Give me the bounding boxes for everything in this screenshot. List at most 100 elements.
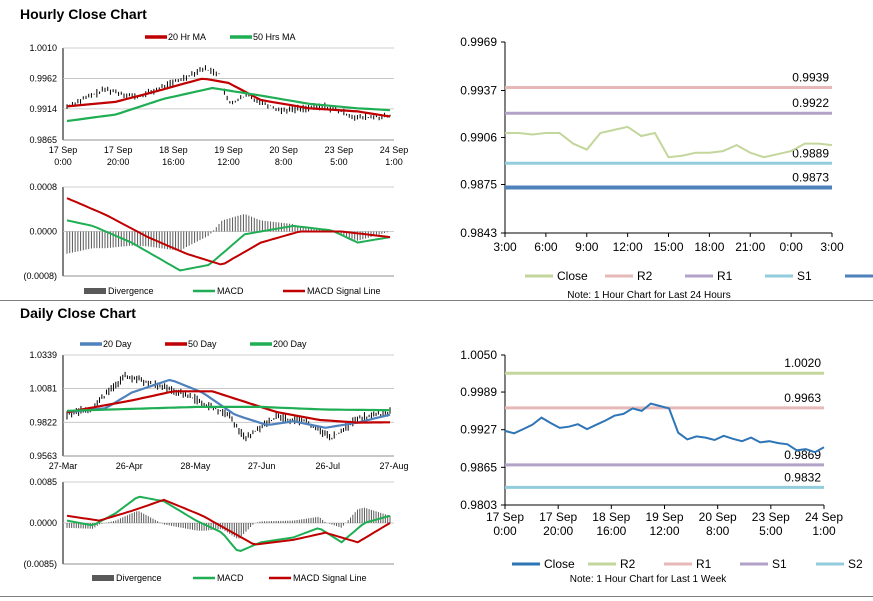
hourly-price-xtick-time: 1:00 (385, 157, 403, 167)
daily-price-ytick: 0.9563 (29, 451, 57, 461)
hourly-price-xtick-time: 0:00 (54, 157, 72, 167)
hourly-price-xtick-date: 23 Sep (325, 145, 354, 155)
daily-close-line (504, 402, 825, 454)
hourly-close-line (505, 125, 833, 159)
hourly-price-xtick-time: 8:00 (275, 157, 293, 167)
hourly-pivot-xtick: 0:00 (779, 240, 803, 254)
daily-pivot-xtick-time: 0:00 (493, 524, 517, 538)
daily-price-xtick: 26-Jul (316, 461, 341, 471)
daily-macd-legend-swatch (92, 575, 114, 581)
hourly-price-xtick-time: 16:00 (162, 157, 185, 167)
daily-pivot-legend-label: Close (544, 557, 575, 571)
daily-pivot-xtick-time: 8:00 (706, 524, 730, 538)
hourly-level-label-s2: 0.9873 (792, 171, 829, 185)
daily-macd-legend-label: MACD (217, 573, 244, 583)
hourly-macd-signal-line (66, 197, 391, 266)
daily-pivot-xtick-date: 24 Sep (805, 510, 843, 524)
hourly-pivot-ytick: 0.9937 (460, 84, 497, 98)
daily-pivot-ytick: 0.9989 (460, 385, 497, 399)
hourly-price-xtick-date: 24 Sep (380, 145, 409, 155)
hourly-price-xtick-time: 20:00 (107, 157, 130, 167)
daily-price-xtick: 28-May (180, 461, 211, 471)
daily-price-xtick: 27-Mar (49, 461, 78, 471)
daily-pivot-xtick-time: 1:00 (812, 524, 836, 538)
hourly-pivot-xtick: 3:00 (493, 240, 517, 254)
hourly-price-ytick: 0.9962 (29, 73, 57, 83)
daily-macd-ytick: 0.0085 (29, 477, 57, 487)
daily-pivot-xtick-time: 12:00 (649, 524, 679, 538)
daily-ma-line-2 (66, 405, 391, 412)
hourly-macd-legend-label: Divergence (108, 286, 154, 296)
hourly-macd-ytick: (0.0008) (23, 271, 57, 281)
daily-pivot-xtick-date: 23 Sep (752, 510, 790, 524)
daily-macd-ytick: 0.0000 (29, 518, 57, 528)
daily-pivot-xtick-date: 19 Sep (645, 510, 683, 524)
daily-macd-histogram (66, 507, 391, 539)
daily-ma-line-1 (66, 390, 390, 424)
hourly-pivot-xtick: 9:00 (575, 240, 599, 254)
hourly-pivot-note: Note: 1 Hour Chart for Last 24 Hours (567, 290, 730, 301)
daily-macd-signal-line (66, 498, 391, 546)
daily-pivot-xtick-date: 17 Sep (539, 510, 577, 524)
hourly-pivot-ytick: 0.9843 (460, 226, 497, 240)
daily-pivot-xtick-date: 18 Sep (592, 510, 630, 524)
hourly-pivot-xtick: 15:00 (653, 240, 683, 254)
daily-pivot-xtick-time: 5:00 (759, 524, 783, 538)
daily-pivot-ytick: 1.0050 (460, 348, 497, 362)
hourly-pivot-xtick: 6:00 (534, 240, 558, 254)
hourly-price-xtick-date: 20 Sep (269, 145, 298, 155)
daily-price-xtick: 26-Apr (116, 461, 143, 471)
hourly-pivot-ytick: 0.9906 (460, 131, 497, 145)
daily-pivot-note: Note: 1 Hour Chart for Last 1 Week (570, 574, 728, 585)
daily-pivot-ytick: 0.9865 (460, 460, 497, 474)
hourly-macd-legend-label: MACD Signal Line (307, 286, 381, 296)
daily-pivot-xtick-date: 20 Sep (699, 510, 737, 524)
hourly-pivot-legend-label: S1 (797, 269, 812, 283)
daily-pivot-legend-label: R2 (620, 557, 636, 571)
hourly-pivot-legend-label: R2 (637, 269, 653, 283)
hourly-level-label-r1: 0.9922 (792, 96, 829, 110)
daily-price-xtick: 27-Jun (248, 461, 276, 471)
daily-pivot-xtick-time: 16:00 (596, 524, 626, 538)
hourly-price-xtick-date: 17 Sep (104, 145, 133, 155)
hourly-ohlc-bars (66, 65, 391, 121)
hourly-pivot-xtick: 21:00 (735, 240, 765, 254)
hourly-macd-legend-swatch (84, 288, 106, 294)
daily-level-label-r1: 0.9963 (784, 391, 821, 405)
daily-price-legend-label: 20 Day (103, 339, 132, 349)
hourly-price-xtick-date: 19 Sep (214, 145, 243, 155)
daily-pivot-ytick: 0.9803 (460, 498, 497, 512)
daily-price-legend-label: 50 Day (188, 339, 217, 349)
daily-section-title: Daily Close Chart (20, 305, 136, 321)
hourly-ma-line-1 (66, 86, 391, 123)
hourly-ma-line-0 (66, 77, 391, 118)
daily-pivot-ytick: 0.9927 (460, 423, 497, 437)
daily-macd-ytick: (0.0085) (23, 559, 57, 569)
daily-level-label-r2: 1.0020 (784, 356, 821, 370)
hourly-macd-ytick: 0.0008 (29, 182, 57, 192)
hourly-macd-legend-label: MACD (217, 286, 244, 296)
daily-price-ytick: 1.0339 (29, 350, 57, 360)
hourly-macd-ytick: 0.0000 (29, 227, 57, 237)
hourly-pivot-legend-label: R1 (717, 269, 733, 283)
hourly-price-ytick: 0.9865 (29, 135, 57, 145)
hourly-pivot-legend-label: Close (557, 269, 588, 283)
hourly-level-label-r2: 0.9939 (792, 70, 829, 84)
hourly-price-xtick-time: 5:00 (330, 157, 348, 167)
hourly-price-legend-label: 20 Hr MA (168, 32, 206, 42)
hourly-price-legend-label: 50 Hrs MA (253, 32, 296, 42)
hourly-price-xtick-time: 12:00 (217, 157, 240, 167)
daily-macd-legend-label: MACD Signal Line (293, 573, 367, 583)
hourly-pivot-ytick: 0.9875 (460, 177, 497, 191)
hourly-section-title: Hourly Close Chart (20, 6, 147, 22)
daily-price-legend-label: 200 Day (273, 339, 307, 349)
daily-macd-legend-label: Divergence (116, 573, 162, 583)
daily-price-ytick: 1.0081 (29, 384, 57, 394)
daily-macd-line (66, 495, 391, 552)
daily-pivot-legend-label: R1 (696, 557, 712, 571)
hourly-pivot-xtick: 12:00 (613, 240, 643, 254)
hourly-level-label-s1: 0.9889 (792, 146, 829, 160)
hourly-pivot-xtick: 3:00 (820, 240, 844, 254)
bottom-divider (0, 596, 873, 597)
